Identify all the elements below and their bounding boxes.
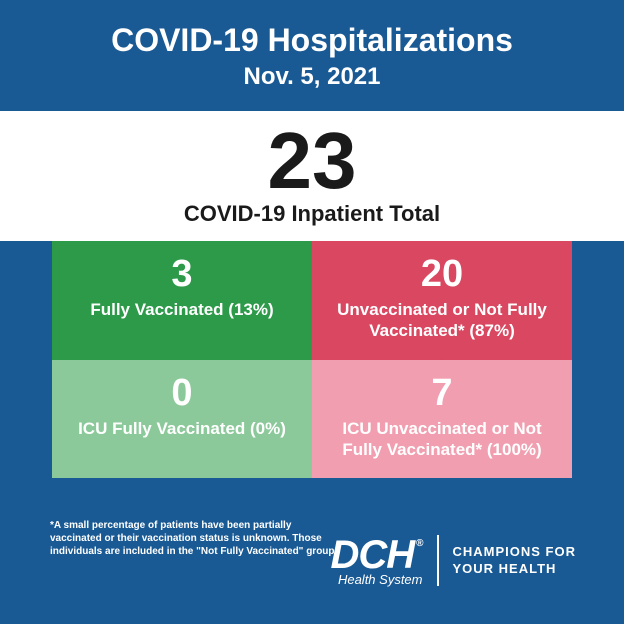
page-date: Nov. 5, 2021	[0, 63, 624, 91]
stat-label: Unvaccinated or Not Fully Vaccinated* (8…	[322, 299, 562, 342]
page-title: COVID-19 Hospitalizations	[0, 22, 624, 59]
stats-grid: 3 Fully Vaccinated (13%) 20 Unvaccinated…	[52, 241, 572, 478]
arrow-icon	[170, 348, 194, 360]
stat-label: ICU Unvaccinated or Not Fully Vaccinated…	[322, 418, 562, 461]
stat-number: 7	[322, 374, 562, 412]
logo-main: DCH ®	[330, 535, 422, 575]
arrow-icon	[428, 227, 456, 241]
stat-number: 3	[62, 255, 302, 293]
cell-icu-fully-vaccinated: 0 ICU Fully Vaccinated (0%)	[52, 360, 312, 479]
tagline-line: YOUR HEALTH	[453, 561, 577, 578]
registered-icon: ®	[416, 539, 422, 549]
total-band: 23 COVID-19 Inpatient Total	[0, 111, 624, 241]
cell-fully-vaccinated: 3 Fully Vaccinated (13%)	[52, 241, 312, 360]
header: COVID-19 Hospitalizations Nov. 5, 2021	[0, 0, 624, 91]
logo: DCH ® Health System	[330, 535, 438, 586]
total-number: 23	[0, 121, 624, 201]
arrow-icon	[430, 348, 454, 360]
arrow-icon	[168, 227, 196, 241]
logo-sub: Health System	[330, 573, 422, 586]
footer: DCH ® Health System CHAMPIONS FOR YOUR H…	[330, 535, 576, 586]
cell-icu-unvaccinated: 7 ICU Unvaccinated or Not Fully Vaccinat…	[312, 360, 572, 479]
logo-text: DCH	[330, 535, 414, 575]
stat-number: 0	[62, 374, 302, 412]
total-label: COVID-19 Inpatient Total	[0, 201, 624, 227]
stat-label: Fully Vaccinated (13%)	[62, 299, 302, 320]
footnote: *A small percentage of patients have bee…	[50, 519, 340, 558]
cell-unvaccinated: 20 Unvaccinated or Not Fully Vaccinated*…	[312, 241, 572, 360]
tagline: CHAMPIONS FOR YOUR HEALTH	[439, 544, 577, 578]
stat-number: 20	[322, 255, 562, 293]
tagline-line: CHAMPIONS FOR	[453, 544, 577, 561]
stat-label: ICU Fully Vaccinated (0%)	[62, 418, 302, 439]
